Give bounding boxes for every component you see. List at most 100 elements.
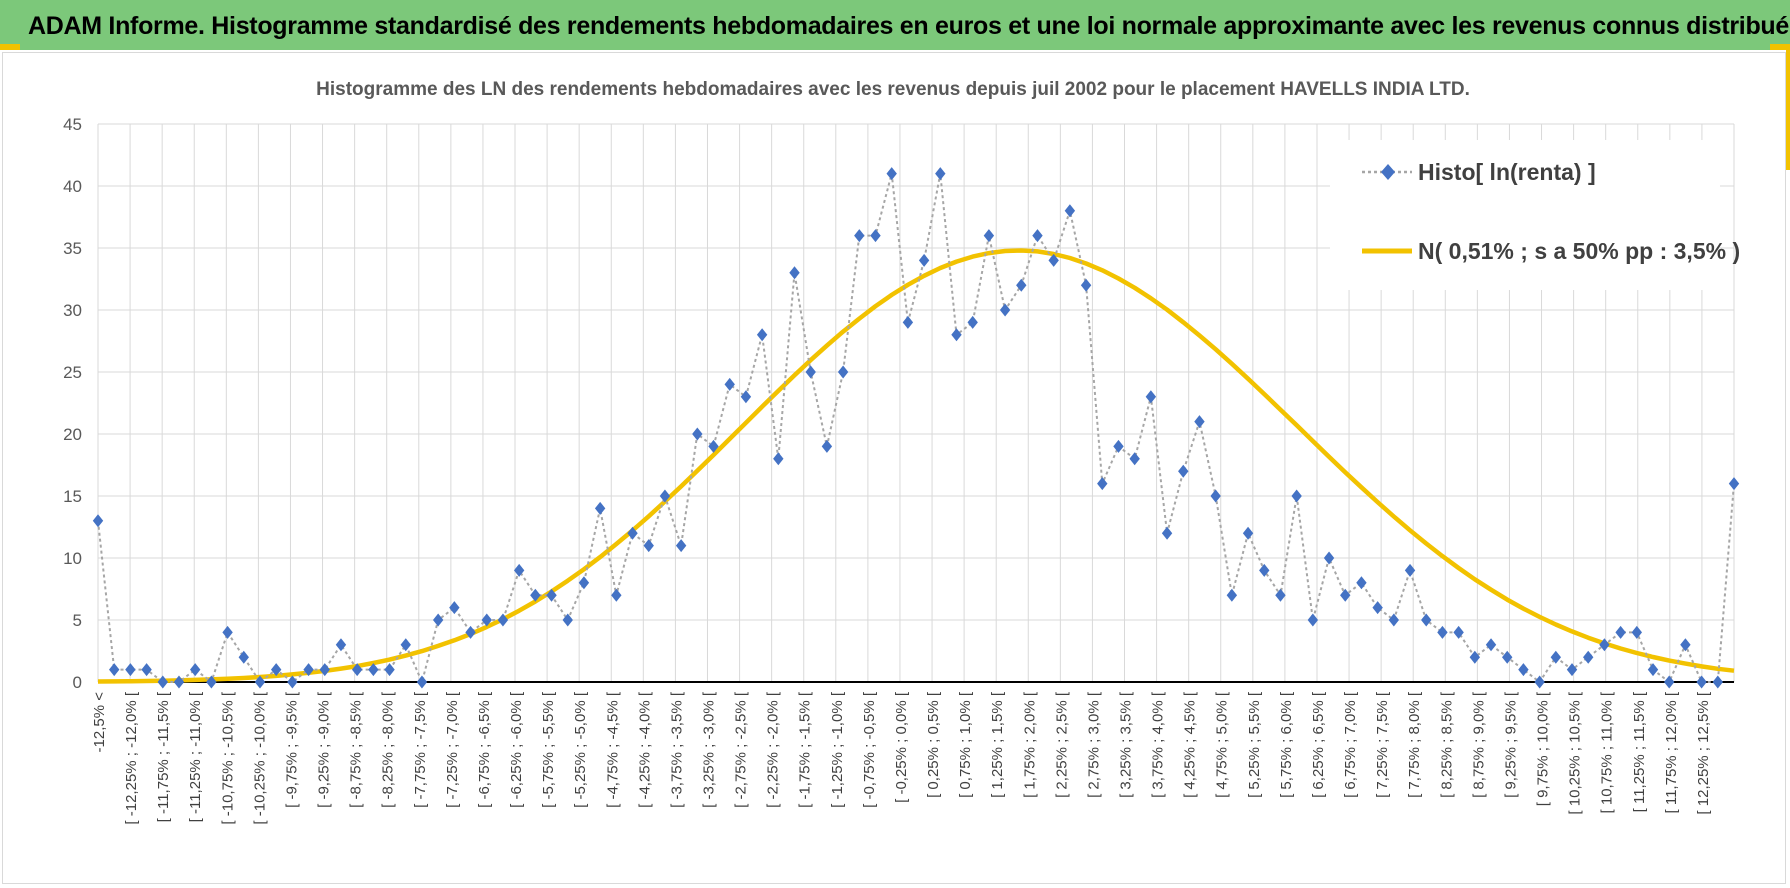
histo-point	[821, 439, 833, 453]
histo-point	[1550, 650, 1562, 664]
x-tick-label: [ 6,25% ; 6,5% [	[1310, 691, 1327, 798]
x-tick-label: [ -1,75% ; -1,5% [	[797, 691, 814, 808]
histo-point	[708, 439, 719, 453]
histogram-series-layer	[92, 167, 1740, 689]
histo-point	[1388, 613, 1400, 627]
histo-point	[675, 539, 687, 553]
histo-point	[254, 675, 266, 689]
histo-point	[222, 625, 233, 639]
histo-point	[449, 601, 460, 615]
histo-point	[173, 675, 185, 689]
y-axis: 0 5 10 15 20 25 30 35 40 45	[63, 115, 82, 692]
y-tick-label: 35	[63, 239, 82, 258]
x-tick-label: [ 0,25% ; 0,5% [	[925, 691, 942, 798]
histo-point	[546, 588, 557, 602]
histo-point	[1421, 613, 1432, 627]
histo-point	[562, 613, 573, 627]
histo-point	[611, 588, 622, 602]
histo-point	[1404, 563, 1416, 577]
histo-point	[1145, 390, 1157, 404]
x-tick-label: [ -6,75% ; -6,5% [	[476, 691, 493, 808]
x-tick-label: [ -8,25% ; -8,0% [	[380, 691, 397, 808]
histo-point	[756, 328, 768, 342]
histo-point	[189, 663, 201, 677]
histo-point	[108, 663, 120, 677]
histo-point	[1291, 489, 1302, 503]
histo-point	[724, 377, 735, 391]
x-tick-label: [ -5,75% ; -5,5% [	[540, 691, 557, 808]
histo-point	[1712, 675, 1724, 689]
x-tick-label: [ 7,25% ; 7,5% [	[1374, 691, 1391, 798]
x-tick-label: [ 0,75% ; 1,0% [	[957, 691, 974, 798]
histo-point	[594, 501, 606, 515]
histo-point	[1647, 663, 1659, 677]
report-title: ADAM Informe. Histogramme standardisé de…	[28, 12, 1790, 40]
histo-point	[918, 253, 930, 267]
x-tick-label: [ -12,25% ; -12,0% [	[123, 691, 140, 824]
report-header: ADAM Informe. Histogramme standardisé de…	[0, 0, 1790, 50]
x-tick-label: [ 8,25% ; 8,5% [	[1438, 691, 1455, 798]
histo-point	[1485, 638, 1497, 652]
x-tick-label: [ 4,75% ; 5,0% [	[1214, 691, 1231, 798]
x-tick-label: [ -9,75% ; -9,5% [	[283, 691, 300, 808]
legend-histo-label: Histo[ ln(renta) ]	[1418, 159, 1596, 185]
histo-point	[416, 675, 428, 689]
x-tick-label: [ 10,25% ; 10,5% [	[1567, 691, 1584, 814]
x-tick-label: [ -1,25% ; -1,0% [	[829, 691, 846, 808]
histo-point	[886, 167, 897, 181]
histo-point	[1469, 650, 1481, 664]
x-tick-label: [ 6,75% ; 7,0% [	[1342, 691, 1359, 798]
x-tick-label: [ -3,75% ; -3,5% [	[668, 691, 685, 808]
x-tick-label: [ -2,25% ; -2,0% [	[765, 691, 782, 808]
x-tick-label: [ 9,25% ; 9,5% [	[1502, 691, 1519, 798]
histo-point	[465, 625, 476, 639]
histo-point	[1307, 613, 1319, 627]
histo-point	[837, 365, 849, 379]
x-tick-label: [ -0,25% ; 0,0% [	[893, 691, 910, 803]
y-tick-label: 25	[63, 363, 82, 382]
x-tick-label: -12,5% <	[91, 692, 108, 753]
right-accent-strip	[1786, 50, 1790, 170]
histo-point	[854, 229, 865, 243]
histo-point	[1680, 638, 1691, 652]
legend-normal-label: N( 0,51% ; s a 50% pp : 3,5% )	[1418, 238, 1740, 264]
histo-point	[1080, 278, 1092, 292]
histo-point	[351, 663, 363, 677]
chart-frame	[2, 52, 1786, 884]
x-tick-label: [ -4,25% ; -4,0% [	[636, 691, 653, 808]
histo-point	[1048, 253, 1059, 267]
histo-point	[1502, 650, 1513, 664]
x-tick-label: [ 1,25% ; 1,5% [	[989, 691, 1006, 798]
histo-point	[1372, 601, 1383, 615]
x-tick-label: [ 2,75% ; 3,0% [	[1085, 691, 1102, 798]
histo-point	[157, 675, 168, 689]
histo-point	[870, 229, 881, 243]
histo-point	[1113, 439, 1124, 453]
histo-point	[1275, 588, 1286, 602]
x-tick-label: [ -7,25% ; -7,0% [	[444, 691, 461, 808]
x-tick-label: [ 11,75% ; 12,0% [	[1663, 691, 1680, 813]
x-tick-label: [ 11,25% ; 11,5% [	[1631, 691, 1648, 812]
y-tick-label: 0	[73, 673, 82, 692]
x-tick-label: [ -8,75% ; -8,5% [	[348, 691, 365, 808]
normal-curve-layer	[97, 248, 1735, 684]
histo-point	[1453, 625, 1464, 639]
x-tick-label: [ 2,25% ; 2,5% [	[1053, 691, 1070, 798]
histo-point	[659, 489, 671, 503]
x-tick-label: [ -11,25% ; -11,0% [	[187, 691, 204, 822]
legend-histo-marker	[1381, 164, 1395, 180]
y-tick-label: 30	[63, 301, 82, 320]
x-tick-label: [ -5,25% ; -5,0% [	[572, 691, 589, 808]
x-tick-label: [ -10,25% ; -10,0% [	[251, 691, 268, 824]
chart-title: Histogramme des LN des rendements hebdom…	[316, 79, 1470, 100]
histo-point	[513, 563, 525, 577]
histo-point	[1728, 477, 1740, 491]
x-tick-label: [ -4,75% ; -4,5% [	[604, 691, 621, 808]
x-tick-label: [ -3,25% ; -3,0% [	[700, 691, 717, 808]
x-tick-label: [ 5,75% ; 6,0% [	[1278, 691, 1295, 798]
x-tick-label: [ 8,75% ; 9,0% [	[1470, 691, 1487, 798]
histo-point	[983, 229, 995, 243]
x-tick-label: [ 9,75% ; 10,0% [	[1535, 691, 1552, 806]
y-tick-label: 45	[63, 115, 82, 134]
header-accent-left	[0, 44, 20, 50]
